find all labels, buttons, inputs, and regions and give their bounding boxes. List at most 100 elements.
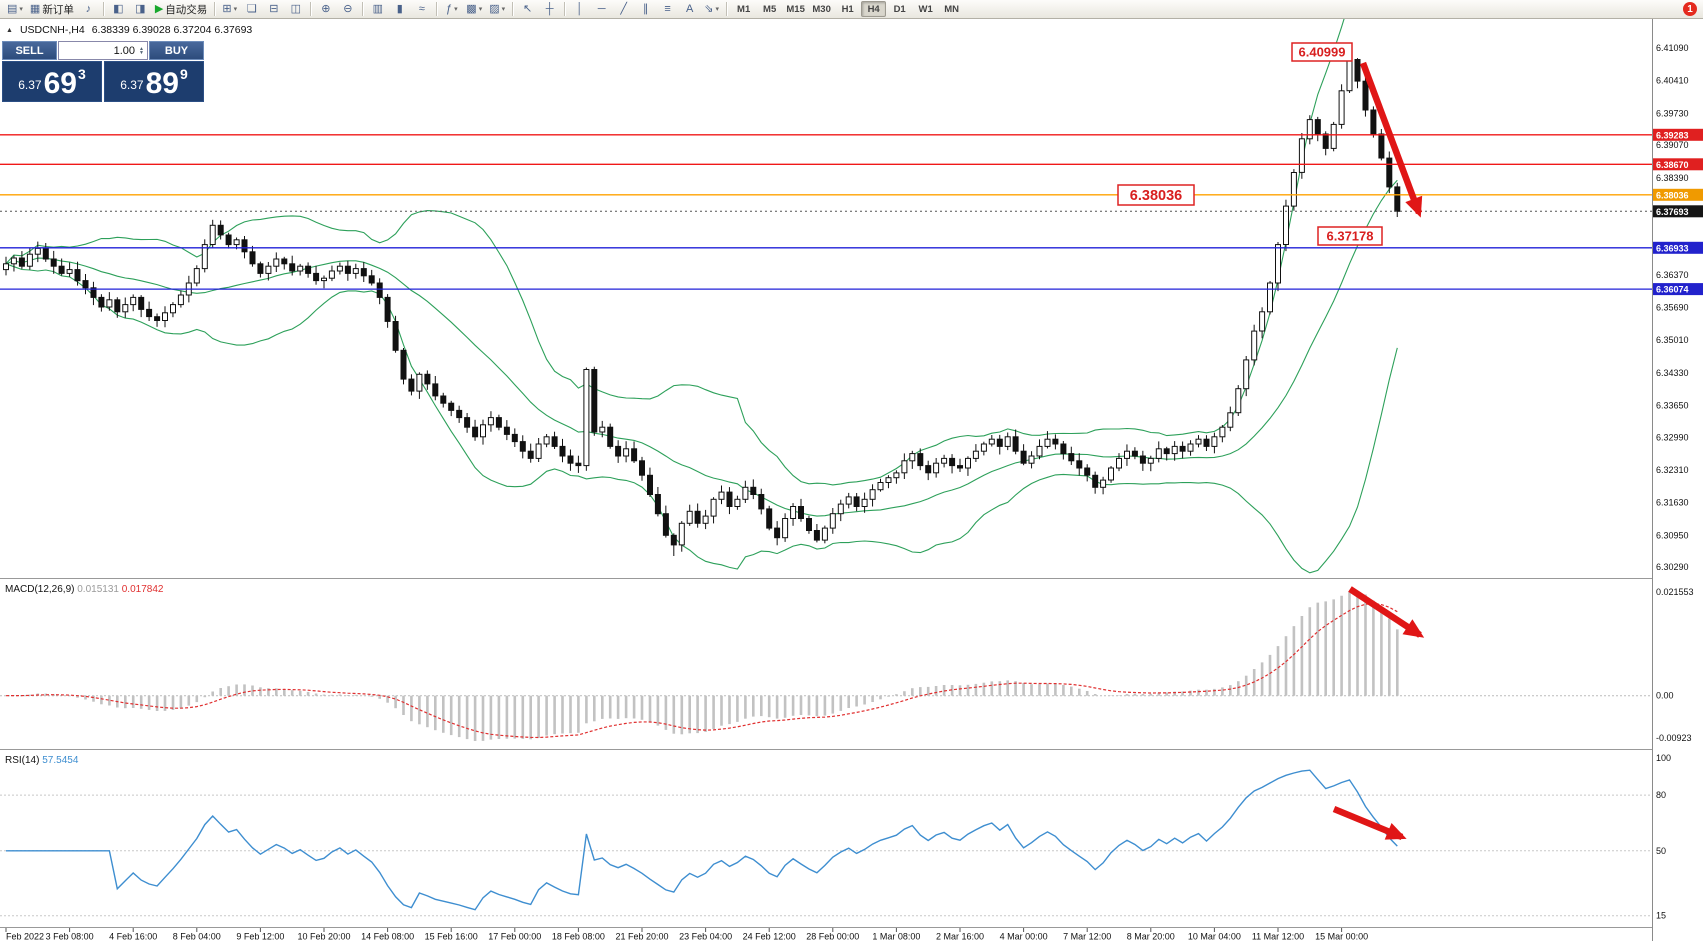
annotation-box[interactable] [1291, 42, 1353, 62]
candle [376, 282, 383, 298]
alert-button[interactable]: ♪ [78, 1, 99, 17]
data-window-button[interactable]: ◨ [130, 1, 151, 17]
trend-arrow[interactable] [1332, 805, 1407, 841]
chart-marker-icon: ▲ [6, 26, 13, 34]
bollinger-lower-line [5, 263, 1398, 574]
candle [639, 460, 645, 476]
timeframe-d1[interactable]: D1 [893, 3, 906, 15]
window-tile-vertical-icon: ◫ [290, 2, 301, 15]
price-tag [1653, 241, 1703, 254]
window-tile-vertical-button[interactable]: ◫ [285, 1, 306, 17]
volume-value[interactable]: 1.00 [113, 44, 136, 57]
candle [861, 498, 868, 507]
templates-button[interactable]: ▨ ▾ [486, 1, 508, 17]
timeframe-mn[interactable]: MN [944, 3, 960, 15]
candle [1275, 244, 1281, 284]
trend-arrow[interactable] [1348, 586, 1425, 638]
candle [26, 253, 33, 267]
price-tag [1653, 158, 1703, 171]
candle [1179, 445, 1186, 452]
arrows-tool-button[interactable]: ⇘ ▾ [701, 1, 722, 17]
chart-background [0, 19, 1703, 941]
annotation-box[interactable] [1117, 184, 1195, 206]
bar-chart-button[interactable]: ▥ [367, 1, 388, 17]
trendline-button[interactable]: ╱ [613, 1, 634, 17]
fibonacci-button[interactable]: ≡ [657, 1, 678, 17]
sell-button[interactable]: SELL [2, 41, 57, 60]
timeframe-h4[interactable]: H4 [861, 1, 887, 17]
zoom-out-button[interactable]: ⊖ [337, 1, 358, 17]
candle [249, 251, 256, 265]
candle [217, 224, 224, 236]
date-label: 7 Mar 12:00 [1063, 932, 1111, 941]
candle [1362, 80, 1369, 111]
date-label: 17 Feb 00:00 [488, 932, 541, 941]
candle [909, 453, 916, 462]
candle [1052, 438, 1059, 445]
candle [1211, 436, 1218, 447]
autotrading-button[interactable]: ▶ 自动交易 [152, 1, 210, 17]
line-chart-button[interactable]: ≈ [411, 1, 432, 17]
timeframe-h1[interactable]: H1 [841, 3, 854, 15]
date-label: 10 Feb 20:00 [297, 932, 350, 941]
price-axis-label: 6.39730 [1656, 108, 1689, 118]
timeframe-m5[interactable]: M5 [763, 3, 777, 15]
zoom-in-button[interactable]: ⊕ [315, 1, 336, 17]
candle [766, 508, 773, 529]
candle [1068, 453, 1075, 462]
volume-field[interactable]: 1.00 ▲ ▼ [58, 41, 148, 60]
horizontal-line-button[interactable]: ─ [591, 1, 612, 17]
rsi-axis-label: 15 [1656, 911, 1666, 921]
new-chart-button[interactable]: ▤ ▾ [4, 1, 26, 17]
candlestick-chart-icon: ▮ [396, 2, 403, 15]
notification-badge[interactable]: 1 [1683, 2, 1697, 16]
candle [1267, 282, 1273, 313]
timeframe-w1[interactable]: W1 [918, 3, 933, 15]
price-axis-label: 6.41090 [1656, 43, 1689, 53]
date-label: 2 Mar 16:00 [936, 932, 984, 941]
crosshair-button[interactable]: ┼ [539, 1, 560, 17]
candle [1139, 455, 1146, 464]
sell-price[interactable]: 6.37 69 3 [2, 61, 102, 102]
spinner-up-icon[interactable]: ▲ [139, 45, 144, 52]
text-tool-button[interactable]: A [679, 1, 700, 17]
macd-axis-label: 0.021553 [1656, 587, 1694, 597]
periods-icon: ▩ [466, 2, 477, 15]
equidistant-channel-button[interactable]: ∥ [635, 1, 656, 17]
new-window-button[interactable]: ⊞ ▾ [219, 1, 240, 17]
new-order-button[interactable]: ▦ 新订单 [27, 1, 77, 17]
candlestick-chart-button[interactable]: ▮ [389, 1, 410, 17]
candle [1100, 479, 1107, 488]
candle [559, 445, 566, 457]
buy-price[interactable]: 6.37 89 9 [104, 61, 204, 102]
price-axis-label: 6.39070 [1656, 140, 1689, 150]
spinner-down-icon[interactable]: ▼ [139, 49, 144, 56]
main-plot-layer [3, 19, 1401, 574]
trend-arrow[interactable] [1359, 61, 1423, 218]
timeframe-m15[interactable]: M15 [786, 3, 805, 15]
market-watch-button[interactable]: ◧ [108, 1, 129, 17]
window-cascade-button[interactable]: ❏ [241, 1, 262, 17]
candle [813, 530, 820, 541]
timeframe-m1[interactable]: M1 [737, 3, 751, 15]
buy-price-small: 6.37 [120, 78, 144, 92]
candle [599, 426, 606, 433]
periods-button[interactable]: ▩ ▾ [463, 1, 485, 17]
candle [193, 268, 200, 284]
indicators-icon: ƒ [445, 2, 453, 15]
window-tile-horizontal-button[interactable]: ⊟ [263, 1, 284, 17]
volume-spinner[interactable]: ▲ ▼ [139, 45, 144, 56]
buy-button[interactable]: BUY [149, 41, 204, 60]
candle [647, 474, 653, 495]
candle [154, 316, 161, 322]
annotation-box[interactable] [1317, 226, 1383, 246]
candle [845, 496, 852, 505]
candle [1314, 119, 1321, 135]
candle [384, 296, 391, 322]
cursor-button[interactable]: ↖ [517, 1, 538, 17]
vertical-line-button[interactable]: │ [569, 1, 590, 17]
timeframe-m30[interactable]: M30 [812, 3, 831, 15]
price-axis[interactable] [1653, 19, 1703, 941]
indicators-button[interactable]: ƒ ▾ [441, 1, 462, 17]
